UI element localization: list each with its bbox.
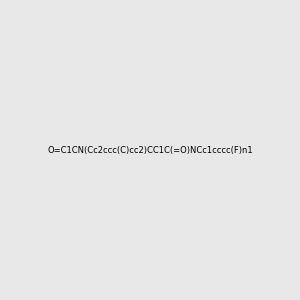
- Text: O=C1CN(Cc2ccc(C)cc2)CC1C(=O)NCc1cccc(F)n1: O=C1CN(Cc2ccc(C)cc2)CC1C(=O)NCc1cccc(F)n…: [47, 146, 253, 154]
